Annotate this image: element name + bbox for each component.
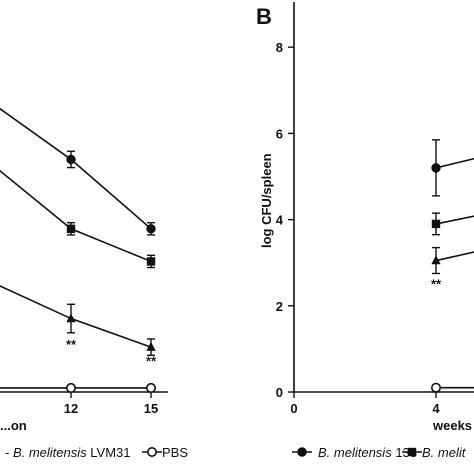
panel-a-x-tick-label: 15	[144, 401, 158, 416]
legend-item: - B. melitensis LVM31	[5, 445, 131, 460]
panel-a-chart: 12 15 ** ** ...on	[0, 107, 168, 433]
panel-b-data-point	[431, 255, 441, 265]
panel-b-x-axis-title: weeks	[432, 418, 472, 433]
panel-b-significance-label: **	[431, 277, 442, 292]
legend-marker	[297, 447, 307, 457]
panel-a-x-tick-label: 12	[64, 401, 78, 416]
panel-b-x-tick-label: 4	[432, 401, 440, 416]
legend: - B. melitensis LVM31 PBS B. melitensis 13…	[5, 445, 467, 460]
legend-item: B. melit	[402, 445, 467, 460]
panel-a-data-point	[146, 224, 156, 234]
panel-b-data-point	[431, 163, 441, 173]
panel-a-significance-label: **	[66, 337, 77, 352]
panel-a-x-axis-title: ...on	[0, 418, 27, 433]
panel-a-data-point	[146, 257, 156, 266]
legend-label: B. melit	[422, 445, 467, 460]
legend-label: PBS	[162, 445, 188, 460]
legend-marker	[407, 447, 417, 457]
legend-item: B. melitensis 133	[292, 445, 417, 460]
panel-b-y-tick-label: 6	[276, 126, 283, 141]
panel-b-y-tick-label: 2	[276, 299, 283, 314]
legend-label: - B. melitensis LVM31	[5, 445, 131, 460]
legend-item: PBS	[142, 445, 188, 460]
panel-b-data-point	[430, 382, 441, 393]
panel-a-data-point	[146, 341, 156, 351]
panel-a-series-line	[0, 107, 152, 230]
legend-marker	[147, 446, 158, 457]
panel-a-data-point	[66, 313, 76, 323]
panel-b-y-tick-label: 4	[276, 213, 284, 228]
panel-a-data-point	[66, 224, 76, 233]
panel-b-y-tick-label: 0	[276, 385, 283, 400]
panel-b-data-point	[431, 219, 441, 229]
panel-b-series-line	[435, 215, 474, 225]
panel-b-letter: B	[256, 4, 272, 29]
panel-a-significance-label: **	[146, 353, 157, 368]
panel-b-chart: B 0 4 0 2 4 6 8 ** log CFU/spleen weeks	[256, 2, 474, 433]
panel-a-series-line	[0, 169, 152, 263]
panel-b-series-line	[435, 157, 474, 169]
panel-b-x-tick-label: 0	[290, 401, 297, 416]
panel-b-series-line	[435, 251, 474, 262]
panel-a-data-point	[66, 154, 76, 165]
panel-a-data-point	[66, 382, 77, 393]
panel-a-data-point	[146, 382, 157, 393]
panel-b-y-axis-title: log CFU/spleen	[259, 153, 274, 248]
panel-b-y-tick-label: 8	[276, 40, 283, 55]
